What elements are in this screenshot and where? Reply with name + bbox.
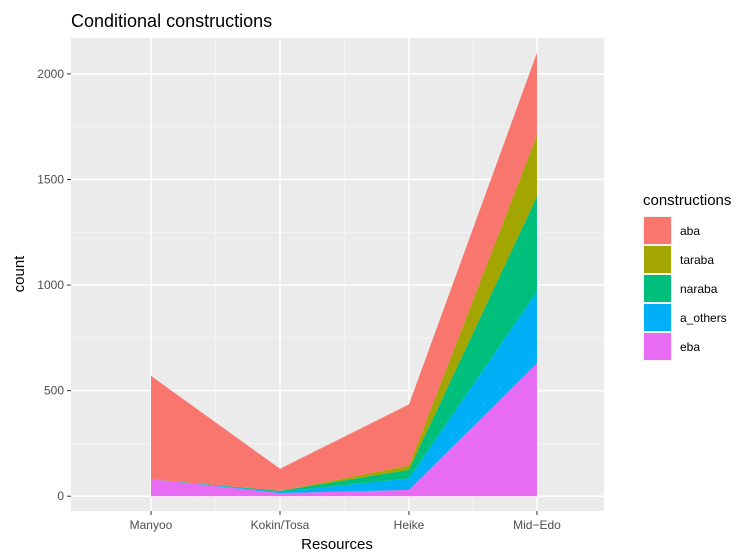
legend-title: constructions	[643, 192, 731, 209]
y-tick-label: 0	[57, 489, 64, 503]
x-tick-label: Mid−Edo	[513, 518, 561, 532]
legend-swatch-a_others	[644, 304, 671, 331]
legend-swatch-eba	[644, 333, 671, 360]
y-tick-label: 2000	[37, 67, 64, 81]
y-axis-title: count	[11, 255, 28, 293]
legend-label-taraba: taraba	[680, 253, 714, 267]
y-tick-label: 1500	[37, 172, 64, 186]
area-taraba	[151, 135, 537, 491]
x-tick-label: Manyoo	[130, 518, 173, 532]
x-axis-title: Resources	[301, 536, 373, 553]
y-axis: 0 500 1000 1500 2000	[37, 67, 71, 503]
area-a_others	[151, 291, 537, 494]
legend-label-aba: aba	[680, 224, 700, 238]
area-naraba	[151, 196, 537, 492]
chart-title: Conditional constructions	[71, 11, 272, 31]
area-layers	[151, 52, 537, 497]
x-tick-label: Kokin/Tosa	[251, 518, 310, 532]
legend-label-a_others: a_others	[680, 311, 727, 325]
y-tick-label: 500	[44, 384, 64, 398]
area-eba	[151, 363, 537, 497]
area-aba	[151, 52, 537, 491]
legend-swatch-taraba	[644, 246, 671, 273]
x-axis: Manyoo Kokin/Tosa Heike Mid−Edo	[130, 511, 561, 532]
legend-swatch-naraba	[644, 275, 671, 302]
legend-label-eba: eba	[680, 340, 700, 354]
y-tick-label: 1000	[37, 278, 64, 292]
legend-label-naraba: naraba	[680, 282, 718, 296]
legend-swatch-aba	[644, 217, 671, 244]
x-tick-label: Heike	[394, 518, 425, 532]
